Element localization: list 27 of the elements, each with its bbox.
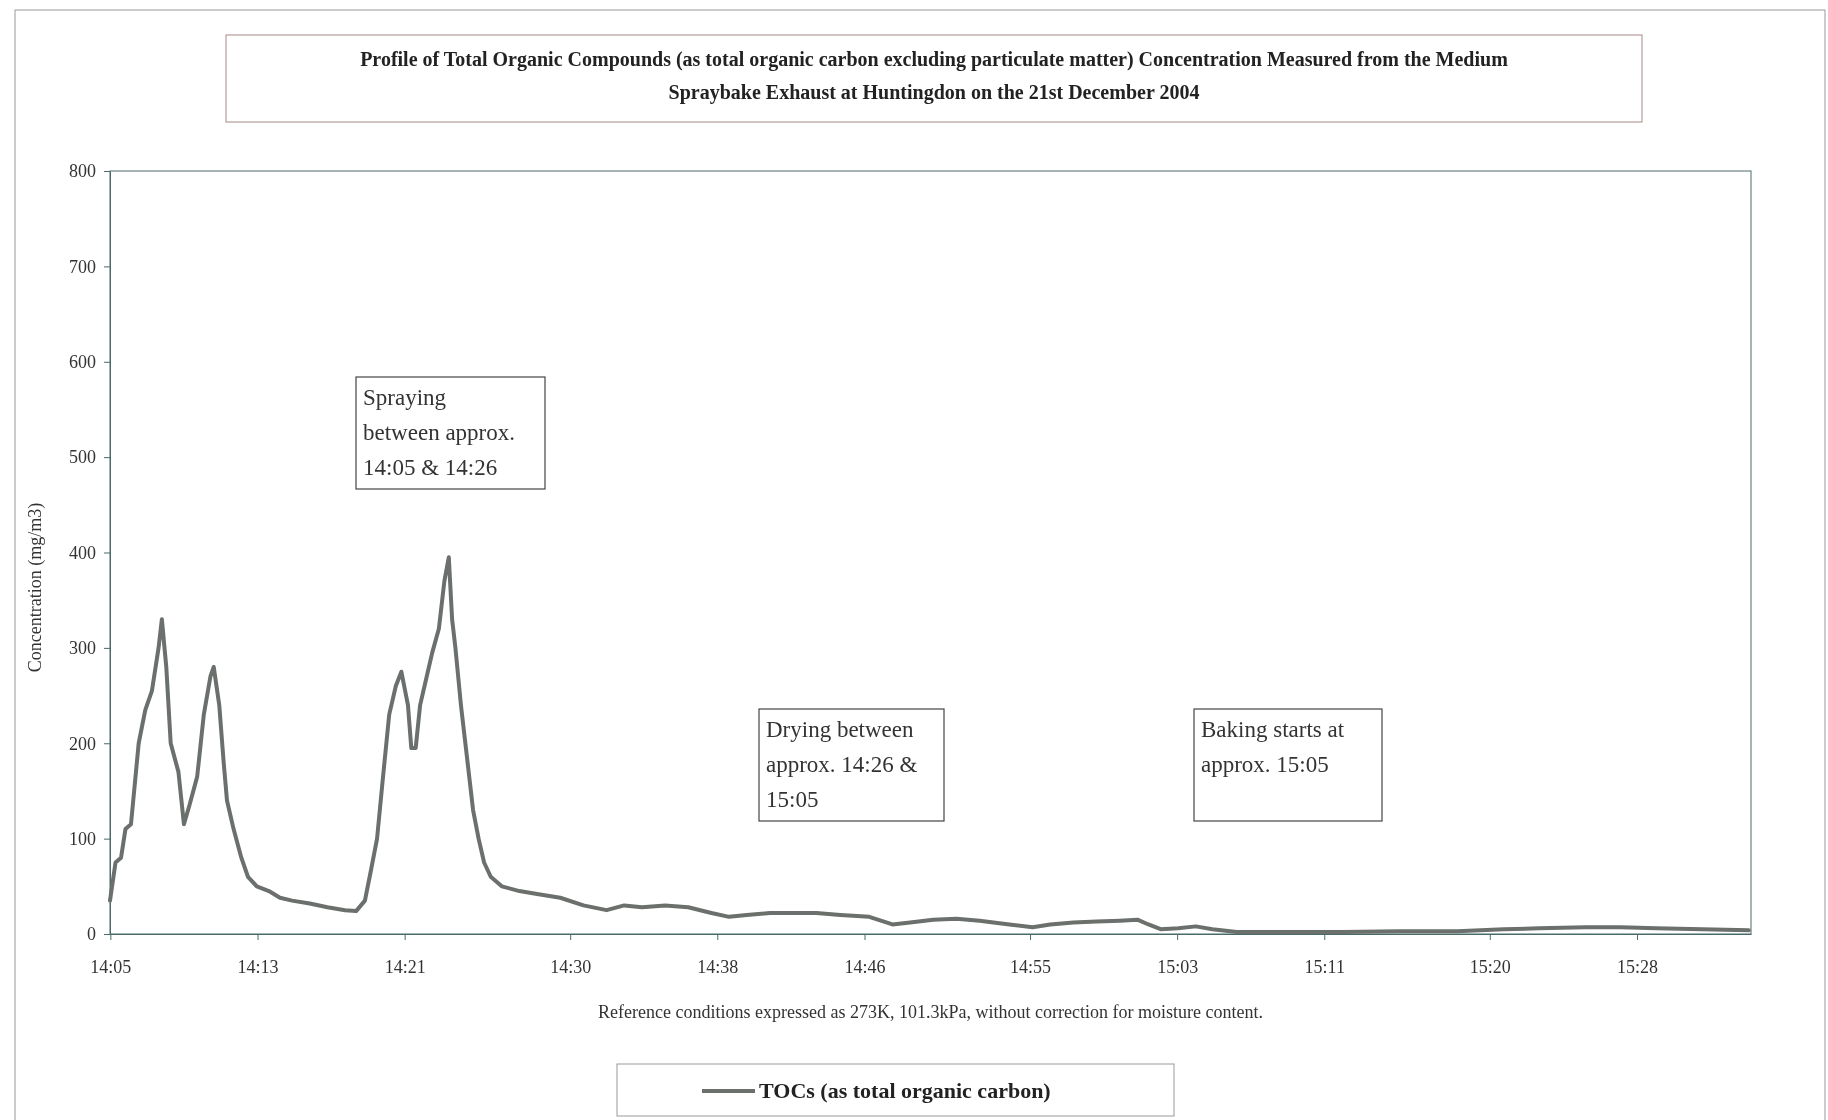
x-tick-label: 15:20 [1469,956,1511,977]
legend-label: TOCs (as total organic carbon) [759,1078,1051,1103]
x-tick-label: 14:05 [90,956,132,977]
y-tick-label: 400 [69,542,96,563]
x-axis-title: Reference conditions expressed as 273K, 101.3kPa, without correction for moisture content. [598,1002,1263,1022]
y-tick-label: 500 [69,447,96,468]
y-tick-label: 800 [69,161,96,182]
x-tick-label: 14:30 [550,956,592,977]
x-tick-label: 14:38 [697,956,739,977]
y-tick-label: 200 [69,733,96,754]
y-tick-label: 700 [69,256,96,277]
x-tick-label: 14:55 [1010,956,1052,977]
y-tick-label: 100 [69,828,96,849]
chart-title: Profile of Total Organic Compounds (as total organic carbon excluding particulate matter) Concentration Measured from the Medium Spraybake Exhaust at Huntingdon on the 21st December 2004 [360,48,1509,104]
x-tick-label: 14:46 [844,956,886,977]
x-tick-label: 14:13 [237,956,279,977]
x-tick-label: 15:03 [1157,956,1199,977]
y-tick-label: 600 [69,352,96,373]
annotation: Drying between approx. 14:26 & 15:05 [766,717,918,812]
x-tick-label: 15:28 [1616,956,1659,977]
y-tick-label: 0 [87,924,96,945]
x-tick-label: 15:11 [1304,956,1345,977]
y-axis-title: Concentration (mg/m3) [25,502,46,673]
y-tick-label: 300 [69,638,96,659]
annotation: Baking starts at approx. 15:05 [1201,717,1345,777]
x-tick-label: 14:21 [384,956,426,977]
annotation: Spraying between approx. 14:05 & 14:26 [363,385,515,480]
